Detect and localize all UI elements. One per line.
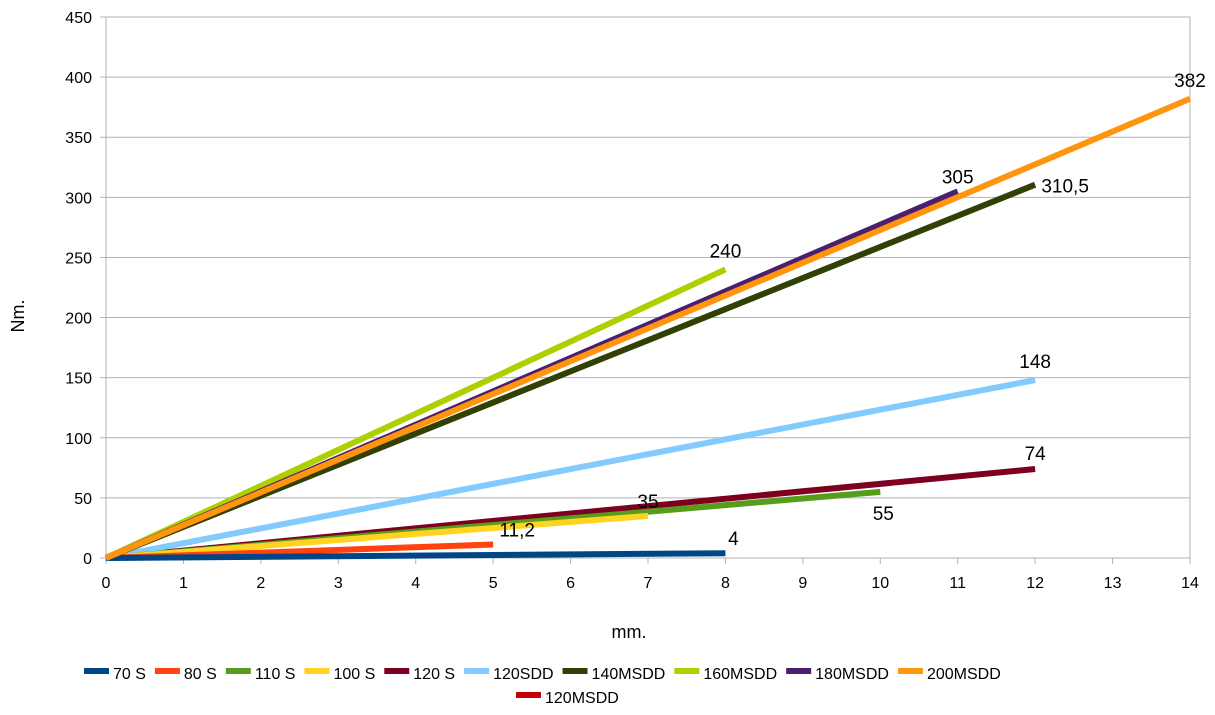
y-tick-label: 450 <box>65 10 92 27</box>
x-tick-label: 7 <box>644 575 653 592</box>
legend-swatch-110s <box>225 668 251 674</box>
series-line-120sdd <box>105 377 1036 561</box>
x-tick-label: 10 <box>871 575 889 592</box>
legend-label-120sdd: 120SDD <box>493 666 553 683</box>
data-label-180msdd: 305 <box>942 167 974 188</box>
series-line-100s <box>105 512 649 561</box>
legend-swatch-160msdd <box>674 668 700 674</box>
x-tick-label: 9 <box>798 575 807 592</box>
x-axis-title: mm. <box>612 622 647 642</box>
x-tick-label: 14 <box>1181 575 1199 592</box>
data-label-120s: 74 <box>1025 444 1047 465</box>
y-tick-label: 350 <box>65 130 92 147</box>
x-tick-label: 12 <box>1026 575 1044 592</box>
y-axis-title: Nm. <box>8 300 28 333</box>
legend-label-120s: 120 S <box>413 666 455 683</box>
legend-label-120msdd: 120MSDD <box>545 690 619 707</box>
data-label-160msdd: 240 <box>710 241 742 262</box>
x-tick-label: 6 <box>566 575 575 592</box>
grid-lines <box>100 16 1190 559</box>
y-tick-label: 200 <box>65 311 92 328</box>
legend-label-70s: 70 S <box>113 666 146 683</box>
x-tick-label: 3 <box>334 575 343 592</box>
y-tick-label: 100 <box>65 431 92 448</box>
data-label-100s: 35 <box>637 492 658 513</box>
y-tick-label: 400 <box>65 70 92 87</box>
legend-swatch-200msdd <box>897 668 923 674</box>
y-tick-label: 0 <box>83 551 92 568</box>
x-tick-label: 8 <box>721 575 730 592</box>
x-tick-label: 11 <box>949 575 966 592</box>
axes <box>105 17 1191 564</box>
legend-swatch-80s <box>154 668 180 674</box>
series-lines <box>104 95 1192 561</box>
legend-swatch-120s <box>384 668 410 674</box>
y-tick-labels: 0 50 100 150 200 250 300 350 400 450 <box>65 10 92 568</box>
y-tick-label: 300 <box>65 190 92 207</box>
y-tick-label: 150 <box>65 371 92 388</box>
data-label-110s: 55 <box>873 504 894 525</box>
series-line-140msdd <box>104 181 1037 561</box>
data-label-120sdd: 148 <box>1019 352 1051 373</box>
x-tick-labels: 0 1 2 3 4 5 6 7 8 9 10 11 12 13 14 <box>102 575 1199 592</box>
y-tick-label: 50 <box>74 491 92 508</box>
legend-label-110s: 110 S <box>255 666 296 683</box>
series-line-200msdd <box>104 95 1192 561</box>
legend-label-160msdd: 160MSDD <box>703 666 777 683</box>
legend-swatch-120sdd <box>464 668 490 674</box>
legend-label-200msdd: 200MSDD <box>927 666 1001 683</box>
y-tick-label: 250 <box>65 250 92 267</box>
legend: 70 S 80 S 110 S 100 S 120 S 120SDD 140MSDD 160M… <box>84 666 1001 707</box>
x-tick-label: 2 <box>256 575 265 592</box>
data-label-70s: 4 <box>728 529 739 550</box>
data-label-140msdd: 310,5 <box>1041 177 1089 198</box>
legend-swatch-70s <box>84 668 109 674</box>
series-line-70s <box>105 550 726 561</box>
legend-label-80s: 80 S <box>184 666 217 683</box>
legend-swatch-100s <box>304 668 330 674</box>
legend-label-100s: 100 S <box>333 666 375 683</box>
legend-label-180msdd: 180MSDD <box>815 666 889 683</box>
x-tick-label: 13 <box>1104 575 1122 592</box>
legend-label-140msdd: 140MSDD <box>592 666 666 683</box>
series-line-160msdd <box>104 266 727 561</box>
x-tick-label: 0 <box>102 575 111 592</box>
x-tick-label: 1 <box>179 575 188 592</box>
data-label-80s: 11,2 <box>499 521 535 542</box>
data-label-200msdd: 382 <box>1174 71 1206 92</box>
x-tick-label: 4 <box>411 575 420 592</box>
x-tick-label: 5 <box>489 575 498 592</box>
legend-swatch-120msdd <box>516 692 541 698</box>
legend-swatch-140msdd <box>562 668 588 674</box>
data-labels: 4 11,2 55 35 74 148 310,5 240 305 382 <box>499 71 1205 550</box>
legend-swatch-180msdd <box>786 668 812 674</box>
